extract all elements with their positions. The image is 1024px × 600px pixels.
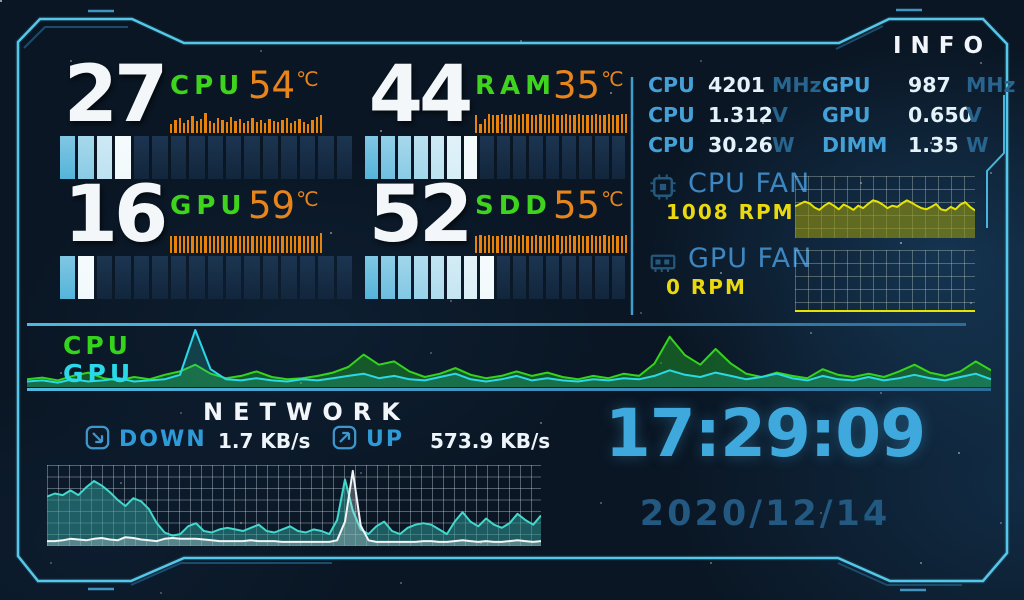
ram-gauge-label: RAM [475, 71, 557, 101]
network-title: NETWORK [203, 398, 410, 426]
info-unit: V [966, 103, 982, 127]
info-value: 0.650 [908, 103, 973, 127]
cpu-chip-icon [648, 172, 678, 202]
info-title: INFO [893, 33, 993, 59]
info-unit: V [772, 103, 788, 127]
download-label: DOWN [119, 427, 207, 452]
download-icon [84, 424, 111, 451]
gpu-fan-section: GPU FAN 0 RPM [644, 243, 1008, 317]
gauge-cpu: 27 CPU 54℃ [58, 56, 358, 184]
info-label: GPU [822, 73, 871, 97]
info-label: CPU [648, 73, 695, 97]
info-value: 987 [908, 73, 951, 97]
info-unit: MHz [966, 73, 1016, 97]
gpu-usage-value: 16 [63, 170, 169, 260]
info-unit: W [966, 133, 989, 157]
info-value: 30.26 [708, 133, 773, 157]
clock-date: 2020/12/14 [639, 494, 891, 534]
gpu-segment-bar [60, 256, 352, 299]
info-label: CPU [648, 133, 695, 157]
sdd-gauge-label: SDD [475, 191, 552, 221]
cpu-gpu-usage-chart [27, 328, 991, 387]
upload-speed-value: 573.9 KB/s [430, 429, 551, 453]
download-speed-value: 1.7 KB/s [218, 429, 311, 453]
clock-time: 17:29:09 [604, 395, 926, 472]
gpu-fan-rpm: 0 RPM [666, 275, 747, 299]
usage-legend-gpu: GPU [63, 359, 135, 388]
info-value: 1.35 [908, 133, 959, 157]
cpu-fan-section: CPU FAN 1008 RPM [644, 168, 1008, 242]
cpu-fan-label: CPU FAN [688, 168, 811, 199]
info-label: GPU [822, 103, 871, 127]
network-traffic-chart [47, 465, 541, 546]
cpu-histogram [170, 112, 323, 133]
usage-band-bottom-line [27, 388, 991, 391]
info-grid: CPU 4201 MHz GPU 987 MHz CPU 1.312 V GPU… [648, 73, 1016, 157]
gauge-gpu: 16 GPU 59℃ [58, 176, 358, 304]
upload-label: UP [366, 427, 404, 452]
ram-histogram [475, 112, 628, 133]
gpu-card-icon [648, 247, 678, 277]
sdd-histogram [475, 232, 628, 253]
cpu-fan-rpm: 1008 RPM [666, 200, 795, 224]
ram-usage-value: 44 [368, 50, 474, 140]
usage-band-top-line [27, 323, 966, 326]
gpu-fan-label: GPU FAN [688, 243, 813, 274]
gpu-gauge-label: GPU [170, 191, 247, 221]
usage-legend-cpu: CPU [63, 331, 132, 360]
gpu-temperature: 59℃ [248, 184, 319, 227]
gpu-histogram [170, 232, 323, 253]
info-unit: W [772, 133, 795, 157]
info-value: 4201 [708, 73, 766, 97]
gauge-sdd: 52 SDD 55℃ [363, 176, 663, 304]
gauge-ram: 44 RAM 35℃ [363, 56, 663, 184]
info-label: CPU [648, 103, 695, 127]
cpu-segment-bar [60, 136, 352, 179]
info-unit: MHz [772, 73, 822, 97]
info-value: 1.312 [708, 103, 773, 127]
cpu-fan-chart [795, 176, 975, 238]
ram-segment-bar [365, 136, 625, 179]
upload-icon [331, 424, 358, 451]
ram-temperature: 35℃ [553, 64, 624, 107]
cpu-temperature: 54℃ [248, 64, 319, 107]
cpu-gauge-label: CPU [170, 71, 245, 101]
gpu-fan-chart [795, 250, 975, 312]
sdd-temperature: 55℃ [553, 184, 624, 227]
cpu-usage-value: 27 [63, 50, 169, 140]
info-label: DIMM [822, 133, 888, 157]
sdd-usage-value: 52 [368, 170, 474, 260]
sdd-segment-bar [365, 256, 625, 299]
